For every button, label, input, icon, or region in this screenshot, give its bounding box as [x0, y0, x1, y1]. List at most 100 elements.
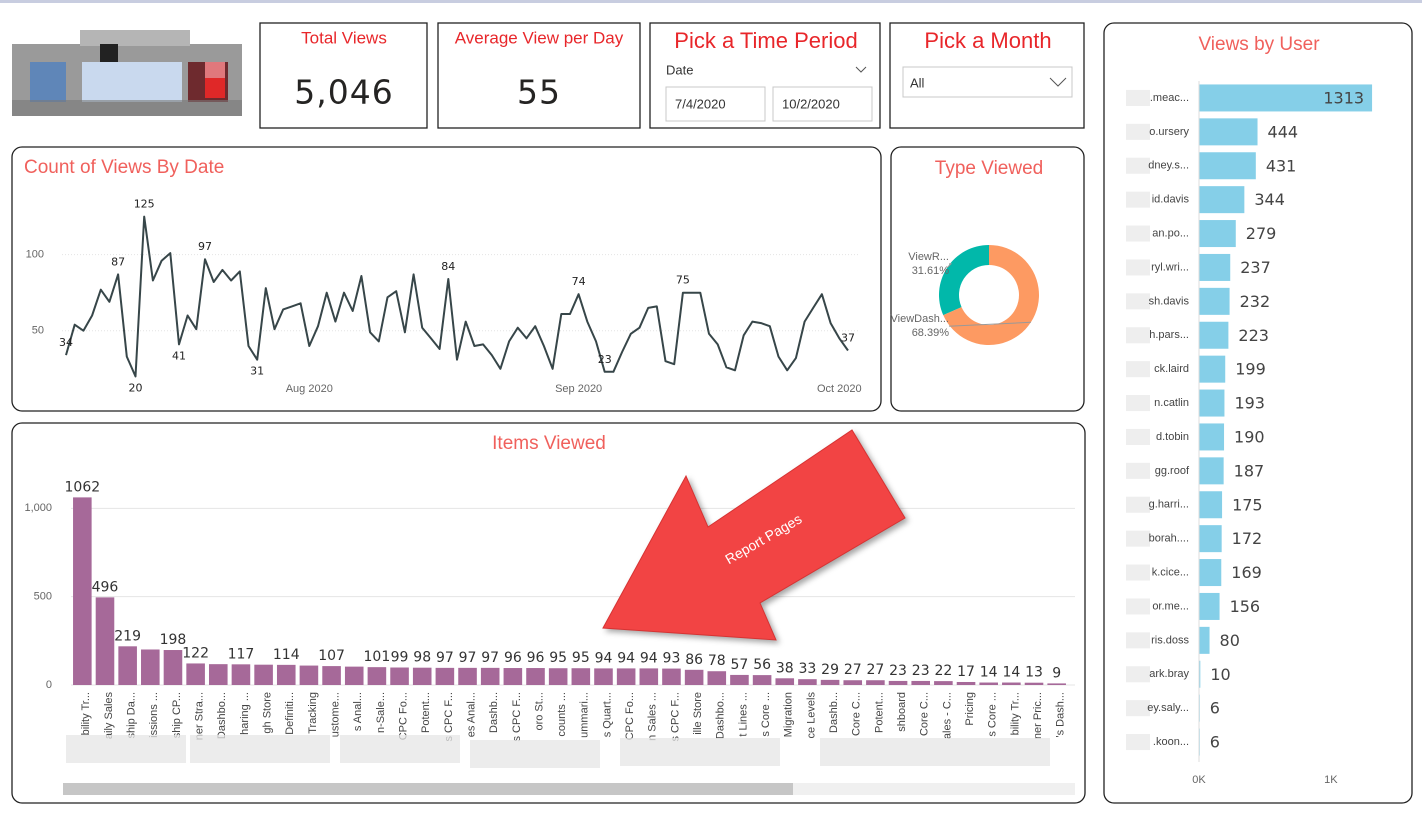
dropdown-value: All: [910, 75, 925, 90]
chevron[interactable]: [1049, 77, 1067, 87]
bar: [1199, 186, 1245, 214]
data-label: 13: [1025, 665, 1043, 681]
data-label: 172: [1232, 529, 1263, 548]
bar: [616, 668, 636, 685]
data-label: 22: [934, 663, 952, 679]
data-label: 6: [1210, 699, 1220, 718]
y-tick-label: borah....: [1149, 533, 1189, 545]
donut-panel: [890, 146, 1085, 412]
chart-title: Count of Views By Date: [24, 157, 224, 178]
redaction: [66, 735, 186, 763]
redaction: [470, 740, 600, 768]
x-tick-label: Pricing: [964, 692, 976, 726]
card: [259, 22, 428, 129]
y-tick-label: ark.bray: [1149, 668, 1189, 680]
bar: [1199, 220, 1236, 248]
date-input[interactable]: [665, 86, 766, 122]
data-label: 114: [273, 647, 300, 663]
chevron[interactable]: [855, 66, 867, 73]
y-tick-label: ey.saly...: [1147, 702, 1189, 714]
bar: [1199, 389, 1225, 417]
data-label: 31: [250, 365, 264, 378]
data-label: 14: [980, 665, 998, 681]
x-tick-label: Potent...: [420, 692, 432, 733]
data-label: 23: [598, 353, 612, 366]
bar: [820, 679, 840, 685]
x-tick-label: Aug 2020: [286, 383, 333, 395]
bar: [911, 680, 931, 685]
data-label: 95: [549, 650, 567, 666]
data-label: 93: [663, 651, 681, 667]
bar: [1199, 287, 1230, 315]
redaction: [820, 738, 1050, 766]
card-title: Average View per Day: [455, 28, 624, 47]
date-input[interactable]: [772, 86, 873, 122]
data-label: 156: [1230, 597, 1261, 616]
y-tick-label: h.pars...: [1149, 329, 1189, 341]
bar: [254, 664, 273, 685]
x-tick-label: t Lines ...: [737, 692, 749, 737]
bar: [503, 668, 523, 685]
data-label: 17: [957, 664, 975, 680]
redaction: [1126, 428, 1150, 445]
redaction: [1126, 462, 1150, 479]
data-label: 94: [617, 650, 635, 666]
data-label: 237: [1240, 258, 1271, 277]
slicer-title: Pick a Month: [924, 28, 1051, 53]
data-label: 99: [391, 650, 409, 666]
bar: [1199, 84, 1373, 112]
bar: [141, 649, 160, 685]
x-tick-label: Dashb...: [828, 692, 840, 733]
data-label: 57: [731, 657, 749, 673]
bar: [594, 668, 613, 685]
data-label: 74: [572, 275, 586, 288]
x-tick-label: Definiti...: [284, 692, 296, 735]
bar: [1199, 491, 1223, 519]
leader-line: [946, 263, 953, 269]
redaction: [1126, 598, 1150, 615]
data-label: 20: [129, 381, 143, 394]
chart-title: Type Viewed: [935, 158, 1043, 179]
data-label: 98: [413, 650, 431, 666]
data-label: 87: [111, 255, 125, 268]
chart-title: Items Viewed: [492, 433, 606, 454]
y-tick-label: .meac...: [1150, 92, 1189, 104]
data-label: 190: [1234, 427, 1265, 446]
data-label: 107: [318, 648, 345, 664]
data-label: 75: [676, 274, 690, 287]
bar: [208, 664, 228, 685]
bar: [322, 666, 341, 685]
x-tick-label: 1K: [1324, 774, 1338, 786]
data-label: 97: [481, 650, 499, 666]
redaction: [1126, 734, 1150, 751]
x-tick-label: shboard: [896, 692, 908, 732]
bar: [730, 674, 749, 685]
data-label: 199: [1235, 360, 1266, 379]
redaction: [1126, 395, 1150, 412]
data-label: 94: [595, 650, 613, 666]
data-label: 84: [441, 260, 455, 273]
x-tick-label: Migration: [783, 692, 795, 737]
y-tick-label: n.catlin: [1154, 397, 1189, 409]
data-label: 223: [1238, 326, 1269, 345]
bar: [73, 497, 92, 685]
redaction: [1126, 157, 1150, 174]
x-tick-label: bility Tr...: [80, 692, 92, 735]
redaction: [1126, 259, 1150, 276]
dropdown[interactable]: [902, 66, 1073, 98]
data-label: 78: [708, 653, 726, 669]
data-label: 27: [866, 662, 884, 678]
y-tick-label: gg.roof: [1155, 465, 1190, 477]
bar: [1199, 253, 1231, 281]
bar: [866, 680, 885, 685]
bar: [1199, 457, 1224, 485]
bar: [843, 680, 863, 685]
scrollbar-thumb[interactable]: [63, 783, 793, 795]
bar: [186, 663, 205, 685]
data-label: 33: [799, 661, 817, 677]
donut-slice: [943, 245, 1040, 346]
x-tick-label: Dashbo...: [715, 692, 727, 739]
x-tick-label: n-Sale...: [375, 692, 387, 733]
data-label: 29: [821, 662, 839, 678]
